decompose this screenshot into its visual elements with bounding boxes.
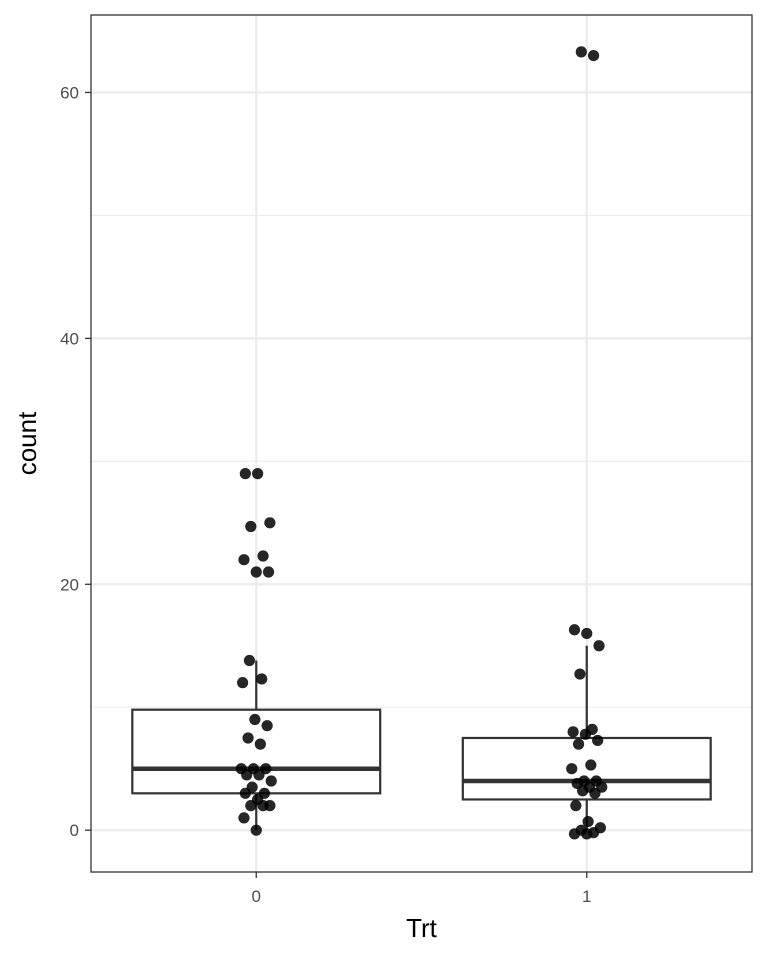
data-point xyxy=(568,624,581,636)
data-point xyxy=(246,781,258,793)
data-point xyxy=(250,824,262,836)
data-point xyxy=(247,763,260,775)
data-point xyxy=(239,468,251,480)
data-point xyxy=(587,49,600,62)
data-point xyxy=(254,738,266,750)
data-point xyxy=(238,554,250,566)
data-point xyxy=(574,668,586,680)
x-tick-label: 0 xyxy=(252,887,261,906)
data-point xyxy=(264,800,276,812)
y-axis-title: count xyxy=(12,411,42,475)
data-point xyxy=(264,517,276,529)
y-tick-label: 40 xyxy=(60,329,79,348)
data-point xyxy=(585,759,597,771)
data-point xyxy=(262,566,275,578)
panel-border xyxy=(90,14,753,873)
data-point xyxy=(575,46,587,58)
data-point xyxy=(590,775,602,787)
data-point xyxy=(252,468,264,480)
y-tick-label: 20 xyxy=(60,575,79,594)
data-point xyxy=(566,763,578,775)
data-point xyxy=(260,763,272,775)
data-point xyxy=(245,520,257,533)
data-point xyxy=(238,812,250,824)
data-point xyxy=(581,627,593,640)
data-point xyxy=(567,726,579,738)
data-point xyxy=(586,723,598,735)
data-point xyxy=(575,824,587,836)
boxes xyxy=(131,645,712,831)
data-point xyxy=(250,566,262,578)
data-point xyxy=(578,775,590,787)
data-point xyxy=(242,732,254,744)
data-point xyxy=(582,815,594,828)
data-point xyxy=(235,763,247,775)
data-point xyxy=(594,822,606,834)
data-point xyxy=(249,713,261,726)
data-point xyxy=(256,673,268,685)
axes: 0 20 40 60 0 1 xyxy=(60,83,591,906)
data-point xyxy=(243,654,256,667)
data-point xyxy=(593,640,605,652)
data-point xyxy=(261,720,273,732)
y-tick-label: 0 xyxy=(70,821,79,840)
data-point xyxy=(570,800,582,812)
x-tick-label: 1 xyxy=(582,887,591,906)
data-point xyxy=(257,550,269,562)
y-tick-label: 60 xyxy=(60,83,79,102)
data-point xyxy=(265,775,277,787)
data-point xyxy=(258,787,271,799)
data-points xyxy=(235,46,608,840)
data-point xyxy=(572,738,585,750)
data-point xyxy=(237,677,249,689)
data-point xyxy=(592,734,604,747)
x-axis-title: Trt xyxy=(406,913,438,943)
